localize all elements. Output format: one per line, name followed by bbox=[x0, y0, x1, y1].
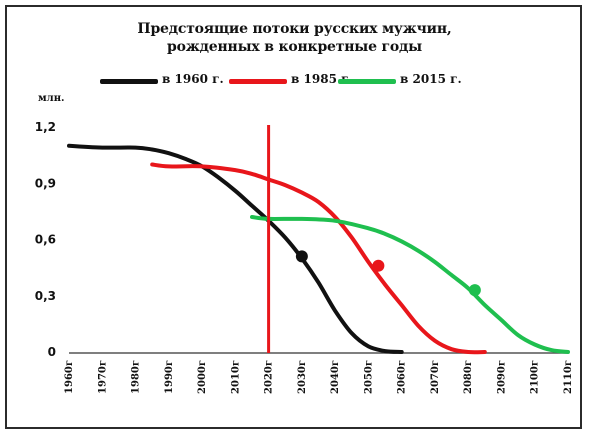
series-point-marker-1 bbox=[372, 259, 385, 272]
x-tick-label: 2030г bbox=[297, 360, 308, 394]
chart-title: Предстоящие потоки русских мужчин, рожде… bbox=[0, 20, 589, 56]
chart-title-line-1: Предстоящие потоки русских мужчин, bbox=[137, 21, 452, 37]
x-tick-label: 2040г bbox=[330, 360, 341, 394]
series-line-2 bbox=[250, 215, 570, 354]
series-line-1 bbox=[150, 162, 487, 355]
legend-label-1960: в 1960 г. bbox=[162, 72, 224, 86]
x-tick-label: 2090г bbox=[496, 360, 507, 394]
x-tick-labels: 1960г 1970г 1980г 1990г 2000г 2010г 2020г 2030г… bbox=[64, 360, 574, 394]
y-tick-label: 0 bbox=[48, 345, 56, 359]
y-unit-label: млн. bbox=[38, 93, 65, 104]
series-line-0 bbox=[67, 143, 404, 354]
x-tick-label: 1980г bbox=[131, 360, 142, 394]
series-lines bbox=[67, 143, 570, 355]
legend-label-2015: в 2015 г. bbox=[400, 72, 462, 86]
series-point-marker-2 bbox=[468, 284, 481, 297]
x-tick-label: 2060г bbox=[397, 360, 408, 394]
series-markers bbox=[295, 250, 481, 297]
chart-title-line-2: рожденных в конкретные годы bbox=[167, 39, 422, 55]
x-tick-label: 2080г bbox=[463, 360, 474, 394]
legend-label-1985: в 1985 г. bbox=[291, 72, 353, 86]
y-tick-label: 0,6 bbox=[35, 233, 56, 247]
x-tick-label: 1990г bbox=[164, 360, 175, 394]
x-tick-label: 2070г bbox=[430, 360, 441, 394]
y-tick-labels: 0 0,3 0,6 0,9 1,2 bbox=[35, 120, 56, 359]
x-tick-label: 2010г bbox=[230, 360, 241, 394]
series-point-marker-0 bbox=[295, 250, 308, 263]
x-tick-label: 2050г bbox=[363, 360, 374, 394]
legend-swatch-2015 bbox=[338, 79, 396, 84]
legend-swatch-1960 bbox=[100, 79, 158, 84]
x-tick-label: 2100г bbox=[530, 360, 541, 394]
x-tick-label: 1970г bbox=[97, 360, 108, 394]
x-tick-label: 2000г bbox=[197, 360, 208, 394]
y-tick-label: 0,9 bbox=[35, 176, 56, 190]
y-tick-label: 0,3 bbox=[35, 289, 56, 303]
legend-swatch-1985 bbox=[229, 79, 287, 84]
x-tick-label: 2110г bbox=[563, 360, 574, 394]
x-tick-label: 1960г bbox=[64, 360, 75, 394]
y-tick-label: 1,2 bbox=[35, 120, 56, 134]
chart-legend: в 1960 г. в 1985 г. в 2015 г. bbox=[0, 72, 589, 90]
x-tick-label: 2020г bbox=[264, 360, 275, 394]
